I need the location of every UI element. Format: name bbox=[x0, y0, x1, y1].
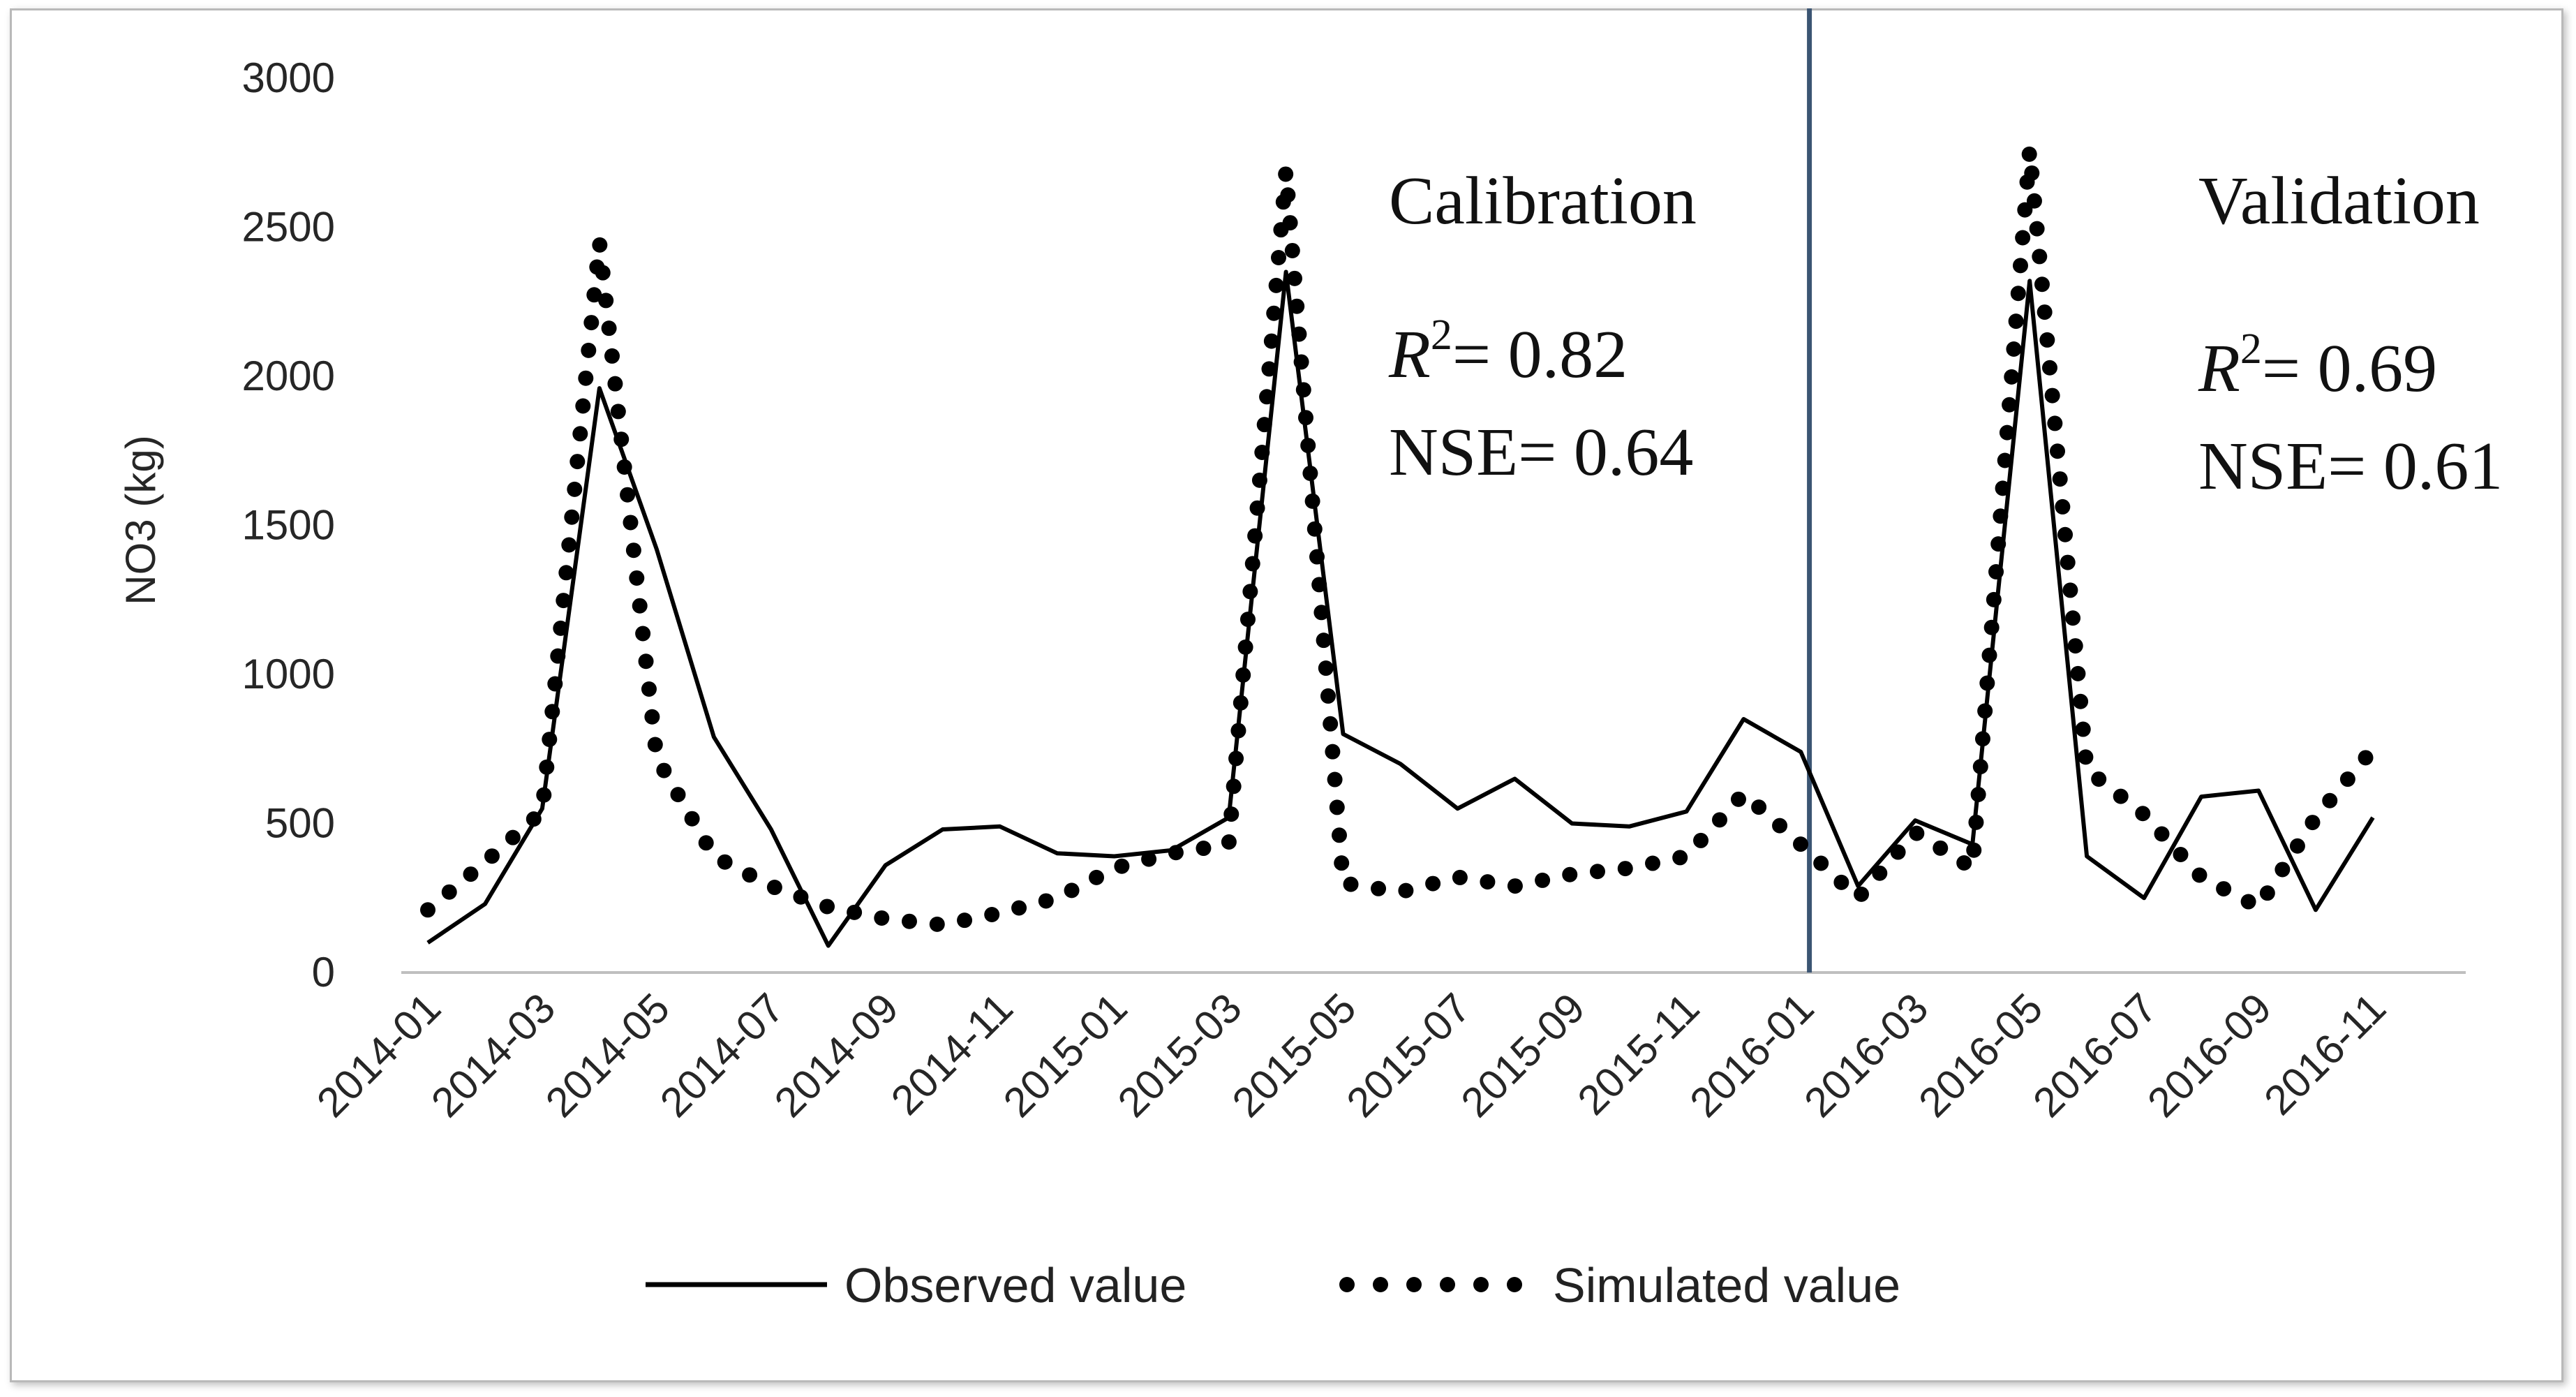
legend-simulated-label: Simulated value bbox=[1553, 1258, 1900, 1313]
validation-r2-superscript: 2 bbox=[2240, 325, 2262, 373]
y-tick-label: 3000 bbox=[242, 54, 335, 101]
y-tick-label: 500 bbox=[265, 800, 335, 847]
x-tick-label: 2015-07 bbox=[1338, 984, 1480, 1126]
y-tick-label: 0 bbox=[312, 949, 335, 996]
calibration-nse: NSE= 0.64 bbox=[1389, 415, 1693, 490]
validation-r2-label: R bbox=[2198, 331, 2240, 406]
chart-frame bbox=[10, 8, 2563, 1382]
x-tick-label: 2016-09 bbox=[2138, 984, 2280, 1126]
simulated-value-line bbox=[420, 142, 2381, 933]
legend: Observed value Simulated value bbox=[646, 1258, 1900, 1313]
validation-r2-value: = 0.69 bbox=[2262, 331, 2437, 406]
x-tick-label: 2014-03 bbox=[422, 984, 564, 1126]
x-tick-label: 2015-09 bbox=[1452, 984, 1594, 1126]
x-tick-label: 2014-09 bbox=[766, 984, 907, 1126]
y-axis-ticks: 0 500 1000 1500 2000 2500 3000 bbox=[242, 54, 335, 996]
y-tick-label: 1500 bbox=[242, 502, 335, 549]
x-tick-label: 2016-07 bbox=[2024, 984, 2166, 1126]
x-tick-label: 2015-03 bbox=[1109, 984, 1251, 1126]
validation-r2: R2= 0.69 bbox=[2198, 325, 2437, 406]
x-tick-label: 2014-05 bbox=[537, 984, 678, 1126]
x-tick-label: 2014-11 bbox=[882, 984, 1022, 1124]
x-tick-label: 2016-05 bbox=[1909, 984, 2051, 1126]
y-axis-label: NO3 (kg) bbox=[117, 435, 164, 605]
x-tick-label: 2016-01 bbox=[1681, 984, 1822, 1126]
calibration-title: Calibration bbox=[1389, 163, 1697, 239]
validation-title: Validation bbox=[2198, 163, 2480, 239]
x-axis-ticks: 2014-012014-032014-052014-072014-092014-… bbox=[308, 984, 2395, 1126]
y-tick-label: 2500 bbox=[242, 204, 335, 251]
x-tick-label: 2015-01 bbox=[995, 984, 1136, 1126]
x-tick-label: 2016-11 bbox=[2255, 984, 2395, 1124]
x-tick-label: 2015-11 bbox=[1569, 984, 1708, 1124]
x-tick-label: 2014-07 bbox=[651, 984, 793, 1126]
y-tick-label: 2000 bbox=[242, 353, 335, 399]
series-group bbox=[420, 142, 2381, 948]
x-tick-label: 2016-03 bbox=[1795, 984, 1937, 1126]
y-tick-label: 1000 bbox=[242, 651, 335, 697]
calibration-r2-label: R bbox=[1388, 317, 1431, 392]
calibration-r2: R2= 0.82 bbox=[1388, 311, 1628, 392]
observed-value-line bbox=[426, 269, 2375, 948]
calibration-r2-superscript: 2 bbox=[1431, 311, 1452, 359]
calibration-r2-value: = 0.82 bbox=[1452, 317, 1628, 392]
x-tick-label: 2014-01 bbox=[308, 984, 449, 1126]
x-tick-label: 2015-05 bbox=[1223, 984, 1365, 1126]
legend-observed-label: Observed value bbox=[844, 1258, 1186, 1313]
validation-nse: NSE= 0.61 bbox=[2198, 429, 2503, 504]
